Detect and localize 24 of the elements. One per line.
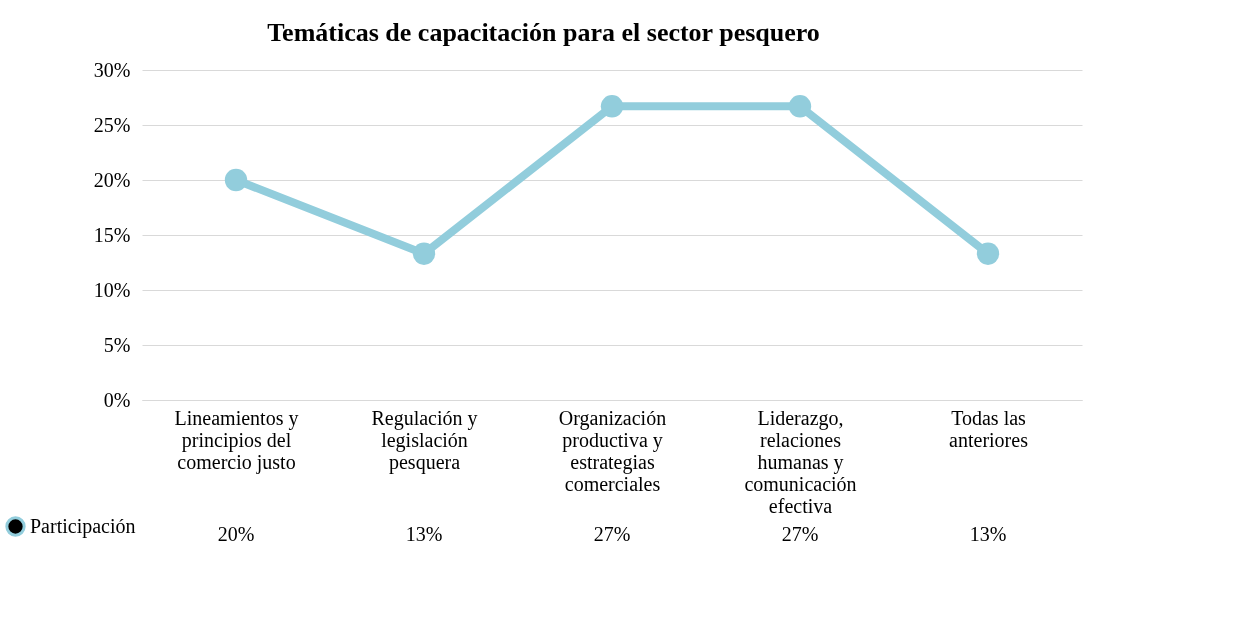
chart-title: Temáticas de capacitación para el sector pesquero <box>267 18 820 47</box>
data-label: 27% <box>781 523 819 545</box>
y-tick-label: 20% <box>93 168 131 191</box>
data-label: 13% <box>969 523 1007 545</box>
point <box>412 242 436 265</box>
point <box>600 95 624 118</box>
y-tick-label: 10% <box>93 278 131 301</box>
y-tick-label: 0% <box>103 388 131 411</box>
y-tick-label: 5% <box>103 333 131 356</box>
x-tick-label: Liderazgo, relaciones humanas y comunicación efectiva <box>744 406 857 517</box>
point <box>224 168 248 192</box>
x-tick-label: Organización productiva y estrategias comerciales <box>558 406 667 495</box>
data-label: 27% <box>593 523 631 545</box>
point <box>976 242 1000 265</box>
x-tick-label: Regulación y legislación pesquera <box>371 406 478 474</box>
x-tick-label: Todas las anteriores <box>949 406 1029 451</box>
point <box>788 95 812 118</box>
x-tick-label: Lineamientos y principios del comercio justo <box>174 406 299 474</box>
data-label: 13% <box>405 523 443 545</box>
y-tick-label: 30% <box>93 58 131 81</box>
data-label: 20% <box>217 523 255 545</box>
y-tick-label: 15% <box>93 223 131 246</box>
y-tick-label: 25% <box>93 113 131 136</box>
legend-label: Participación <box>30 514 136 538</box>
